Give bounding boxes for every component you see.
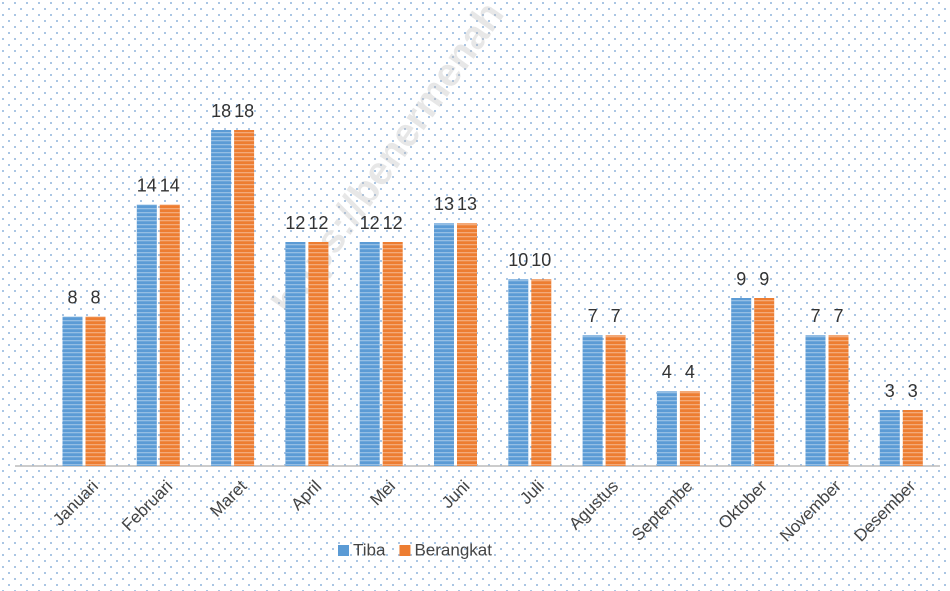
legend-swatch [338,545,349,556]
data-label: 18 [211,101,231,121]
data-label: 9 [736,269,746,289]
bar-texture [679,391,700,466]
bar-texture [159,204,180,466]
data-label: 14 [160,175,180,195]
data-label: 14 [137,175,157,195]
bar-texture [656,391,677,466]
bar-texture [382,242,403,466]
data-label: 13 [457,194,477,214]
bar-texture [136,204,157,466]
data-label: 4 [685,362,695,382]
bar-texture [457,223,477,466]
data-label: 8 [67,287,77,307]
bar-texture [531,279,552,466]
data-label: 10 [508,250,528,270]
bar-texture [508,279,529,466]
bar-texture [285,242,306,466]
data-label: 3 [908,381,918,401]
data-label: 12 [308,213,328,233]
bar-texture [605,335,626,466]
data-label: 12 [285,213,305,233]
legend-label: Tiba [353,540,386,559]
data-label: 12 [360,213,380,233]
data-label: 18 [234,101,254,121]
data-label: 12 [383,213,403,233]
data-label: 7 [833,306,843,326]
bar-texture [582,335,603,466]
bar-texture [902,410,923,466]
bar-texture [85,316,106,466]
data-label: 3 [885,381,895,401]
data-label: 7 [810,306,820,326]
data-label: 10 [531,250,551,270]
data-label: 7 [611,306,621,326]
bar-texture [62,316,83,466]
bar-texture [754,298,775,466]
data-label: 8 [90,287,100,307]
bar-texture [308,242,329,466]
bar-texture [434,223,454,466]
bar-texture [211,130,232,466]
legend-swatch [399,545,411,556]
data-label: 4 [662,362,672,382]
data-label: 13 [434,194,454,214]
bar-texture [879,410,900,466]
bar-texture [731,298,752,466]
legend-label: Berangkat [414,540,492,559]
bar-texture [359,242,380,466]
bar-texture [828,335,849,466]
bar-texture [805,335,826,466]
data-label: 7 [588,306,598,326]
data-label: 9 [759,269,769,289]
bar-texture [234,130,255,466]
